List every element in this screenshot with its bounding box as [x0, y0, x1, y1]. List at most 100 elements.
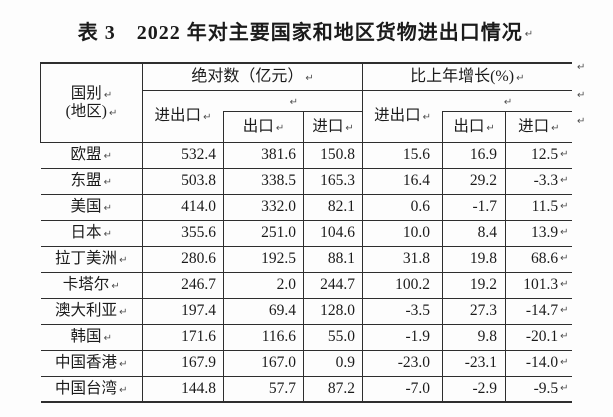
value-cell: -23.0 [362, 350, 443, 377]
group-absolute-text: 绝对数（亿元） [191, 67, 304, 85]
value-cell: 82.1 [302, 194, 363, 221]
value-cell: 68.6 ↵ [505, 246, 572, 273]
value-cell: 532.4 [142, 142, 224, 169]
country-label: 韩国 [70, 328, 102, 346]
country-cell: 卡塔尔 ↵ [40, 272, 143, 299]
export-label: 出口 [453, 117, 485, 135]
paragraph-mark-icon: ↵ [560, 305, 569, 317]
paragraph-mark-icon: ↵ [560, 357, 569, 369]
row-end-mark-icon: ↵ [577, 62, 586, 73]
value-cell: 503.8 [142, 168, 224, 195]
header-import-absolute: 进口 ↵ [302, 111, 363, 143]
country-cell: 欧盟 ↵ [40, 142, 143, 169]
value-cell: 55.0 [302, 324, 363, 351]
export-label: 出口 [242, 117, 274, 135]
country-cell: 中国香港 ↵ [40, 350, 143, 377]
paragraph-mark-icon: ↵ [119, 307, 128, 319]
country-cell: 中国台湾 ↵ [40, 376, 143, 403]
paragraph-mark-icon: ↵ [560, 201, 569, 213]
paragraph-mark-icon: ↵ [516, 72, 525, 84]
paragraph-mark-icon: ↵ [103, 151, 112, 163]
paragraph-mark-icon: ↵ [560, 331, 569, 343]
paragraph-mark-icon: ↵ [560, 149, 569, 161]
value-cell: 244.7 [302, 272, 363, 299]
paragraph-mark-icon: ↵ [551, 122, 560, 134]
value-cell: -7.0 [362, 376, 443, 403]
table-row: 拉丁美洲 ↵ 280.6 192.5 88.1 31.8 19.8 68.6 ↵ [40, 246, 572, 273]
header-export-absolute: 出口 ↵ [223, 111, 304, 143]
country-cell: 拉丁美洲 ↵ [40, 246, 143, 273]
header-region-text: (地区) [65, 102, 107, 120]
title-text: 表 3 2022 年对主要国家和地区货物进出口情况 [77, 22, 523, 44]
table-row: 澳大利亚 ↵ 197.4 69.4 128.0 -3.5 27.3 -14.7 ↵ [40, 298, 572, 325]
value-cell: 88.1 [302, 246, 363, 273]
import-label: 进口 [518, 117, 550, 135]
group-growth-text: 比上年增长(%) [410, 67, 515, 85]
value-cell: -1.9 [362, 324, 443, 351]
value-text: 12.5 [531, 146, 559, 164]
paragraph-mark-icon: ↵ [560, 382, 569, 394]
value-cell: 144.8 [142, 376, 224, 403]
value-cell: 0.9 [302, 350, 363, 377]
value-cell: 381.6 [223, 142, 304, 169]
header-group-absolute: 绝对数（亿元） ↵ [141, 63, 363, 91]
header-row-spacer: 进出口 ↵ ↵ 进出口 ↵ ↵ [41, 90, 572, 143]
value-cell: -14.0 ↵ [505, 350, 572, 377]
value-text: 11.5 [531, 198, 559, 216]
country-label: 欧盟 [70, 146, 102, 164]
header-total-absolute: 进出口 ↵ [142, 90, 224, 143]
value-text: 13.9 [531, 224, 559, 242]
value-cell: 31.8 [362, 246, 443, 273]
paragraph-mark-icon: ↵ [345, 122, 354, 134]
paragraph-mark-icon: ↵ [289, 96, 298, 108]
paragraph-mark-icon: ↵ [560, 253, 569, 265]
table-row: 中国香港 ↵ 167.9 167.0 0.9 -23.0 -23.1 -14.0 ↵ [40, 350, 572, 377]
value-cell: -14.7 ↵ [505, 298, 572, 325]
value-cell: 128.0 [302, 298, 363, 325]
paragraph-mark-icon: ↵ [275, 122, 285, 134]
value-text: 101.3 [523, 276, 559, 294]
header-country: 国别 ↵ (地区) ↵ [40, 63, 143, 143]
value-cell: 165.3 [302, 168, 363, 195]
country-cell: 韩国 ↵ [40, 324, 143, 351]
table-row: 欧盟 ↵ 532.4 381.6 150.8 15.6 16.9 12.5 ↵ [40, 142, 572, 169]
paragraph-mark-icon: ↵ [486, 122, 495, 134]
import-label: 进口 [312, 117, 344, 135]
country-label: 中国香港 [55, 354, 118, 372]
header-import-growth: 进口 ↵ [505, 111, 572, 143]
value-cell: 15.6 [362, 142, 443, 169]
value-cell: -23.1 [442, 350, 506, 377]
value-cell: -3.3 ↵ [505, 168, 572, 195]
header-export-growth: 出口 ↵ [442, 111, 506, 143]
value-cell: 10.0 [362, 220, 443, 247]
header-country-line2: (地区) ↵ [41, 103, 142, 121]
paragraph-mark-icon: ↵ [103, 177, 112, 189]
paragraph-mark-icon: ↵ [560, 227, 569, 239]
value-cell: 167.0 [223, 350, 304, 377]
table-row: 美国 ↵ 414.0 332.0 82.1 0.6 -1.7 11.5 ↵ [40, 194, 572, 221]
header-empty-absolute: ↵ [223, 90, 363, 112]
country-label: 美国 [70, 198, 102, 216]
value-text: -14.0 [525, 354, 559, 372]
table-row: 东盟 ↵ 503.8 338.5 165.3 16.4 29.2 -3.3 ↵ [40, 168, 572, 195]
value-cell: 104.6 [302, 220, 363, 247]
value-cell: 19.8 [442, 246, 506, 273]
paragraph-mark-icon: ↵ [524, 29, 534, 40]
header-total-growth: 进出口 ↵ [362, 90, 443, 143]
trade-table: 国别 ↵ (地区) ↵ 绝对数（亿元） ↵ 比上年增长(%) ↵ 进出口 ↵ ↵ 进出口 ↵… [40, 62, 572, 403]
value-cell: 8.4 [442, 220, 506, 247]
value-cell: -3.5 [362, 298, 443, 325]
value-cell: 2.0 [223, 272, 304, 299]
page-title: 表 3 2022 年对主要国家和地区货物进出口情况 ↵ [40, 16, 571, 45]
paragraph-mark-icon: ↵ [111, 281, 120, 293]
table-row: 韩国 ↵ 171.6 116.6 55.0 -1.9 9.8 -20.1 ↵ [40, 324, 572, 351]
value-cell: 29.2 [442, 168, 506, 195]
table-body: 欧盟 ↵ 532.4 381.6 150.8 15.6 16.9 12.5 ↵ 东盟… [40, 142, 572, 403]
value-cell: -20.1 ↵ [505, 324, 572, 351]
country-cell: 美国 ↵ [40, 194, 143, 221]
value-cell: 13.9 ↵ [505, 220, 572, 247]
paragraph-mark-icon: ↵ [305, 72, 314, 84]
paragraph-mark-icon: ↵ [503, 96, 513, 108]
value-cell: -2.9 [442, 376, 506, 403]
